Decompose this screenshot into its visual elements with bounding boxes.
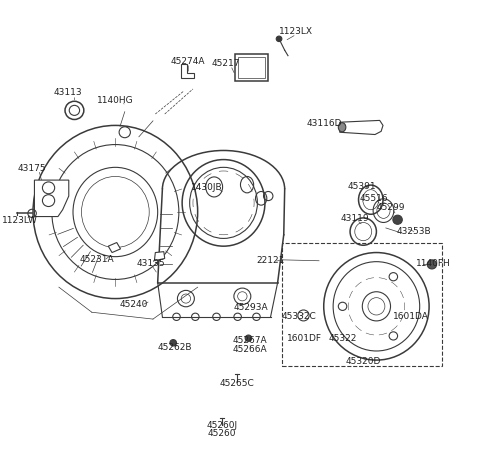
Text: 43135: 43135: [136, 259, 165, 268]
Text: 45299: 45299: [376, 203, 405, 212]
Text: 45391: 45391: [348, 182, 377, 192]
Bar: [282, 244, 442, 365]
Text: 43116D: 43116D: [307, 119, 342, 127]
Text: 1430JB: 1430JB: [191, 183, 223, 193]
Polygon shape: [181, 64, 194, 78]
Text: 43113: 43113: [54, 87, 83, 97]
Text: 1140FH: 1140FH: [417, 259, 451, 268]
Polygon shape: [35, 180, 69, 217]
Ellipse shape: [393, 215, 402, 224]
Bar: [235, 54, 268, 81]
Ellipse shape: [170, 339, 177, 346]
Text: 45274A: 45274A: [171, 57, 205, 66]
Text: 1140HG: 1140HG: [97, 96, 133, 105]
Text: 45293A: 45293A: [233, 303, 268, 312]
Ellipse shape: [245, 335, 252, 341]
Ellipse shape: [276, 36, 282, 41]
Text: 45265C: 45265C: [219, 379, 254, 388]
Text: 45260: 45260: [208, 429, 236, 438]
Text: 45260J: 45260J: [206, 421, 238, 430]
Text: 45266A: 45266A: [232, 345, 267, 354]
Text: 45231A: 45231A: [79, 255, 114, 264]
Polygon shape: [340, 120, 383, 134]
Polygon shape: [108, 243, 120, 252]
Text: 1123LX: 1123LX: [279, 27, 313, 36]
Ellipse shape: [338, 123, 346, 132]
Bar: [238, 57, 265, 79]
Text: 45320D: 45320D: [346, 357, 381, 365]
Text: 45240: 45240: [120, 300, 148, 309]
Ellipse shape: [427, 260, 437, 269]
Text: 43175: 43175: [18, 164, 47, 173]
Text: 22121: 22121: [256, 256, 285, 265]
Text: 1123LW: 1123LW: [2, 216, 38, 225]
Polygon shape: [155, 252, 165, 261]
Text: 1601DA: 1601DA: [393, 312, 429, 321]
Text: 45332C: 45332C: [281, 312, 316, 321]
Text: 43253B: 43253B: [397, 227, 432, 236]
Text: 45267A: 45267A: [232, 337, 267, 345]
Text: 1601DF: 1601DF: [288, 334, 323, 343]
Text: 45322: 45322: [328, 334, 357, 343]
Text: 43119: 43119: [341, 214, 370, 223]
Text: 45217: 45217: [212, 60, 240, 68]
Text: 45262B: 45262B: [158, 343, 192, 352]
Text: 45516: 45516: [360, 194, 388, 203]
